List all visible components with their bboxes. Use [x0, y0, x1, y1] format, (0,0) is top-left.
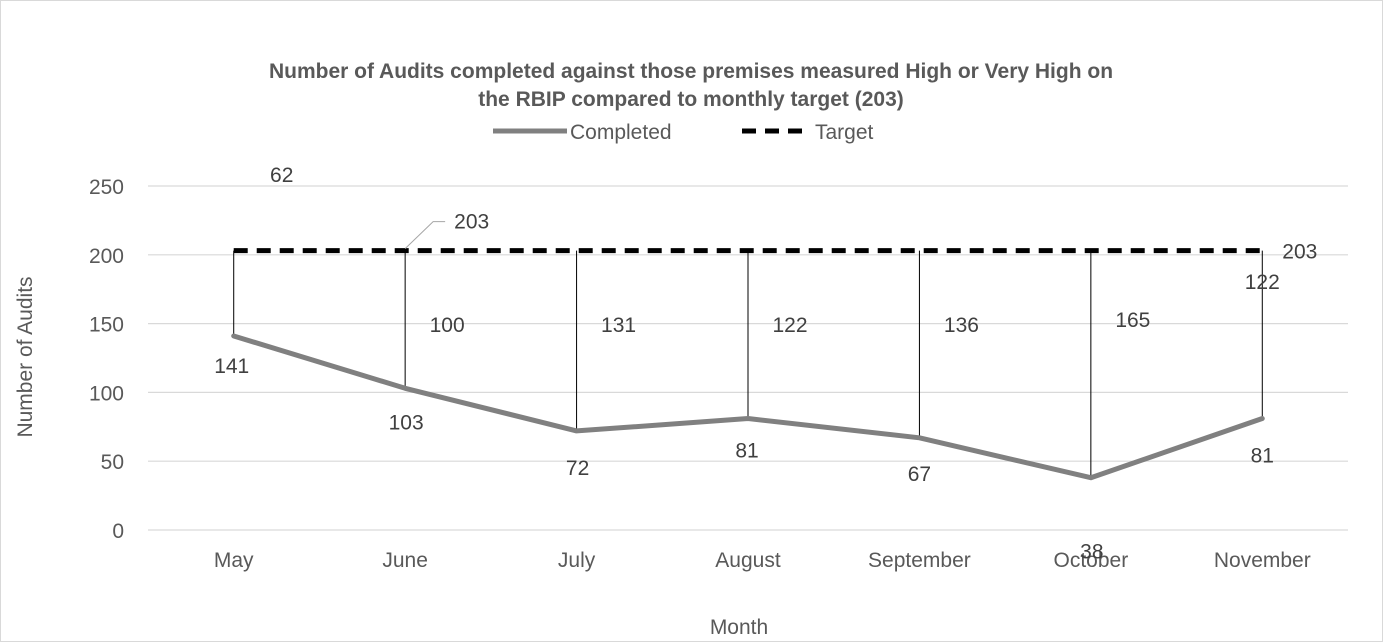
x-tick-label: July	[558, 549, 596, 572]
difference-data-label: 62	[270, 164, 293, 187]
y-tick-label: 250	[89, 176, 124, 199]
legend: Completed Target	[493, 121, 874, 144]
difference-data-label: 136	[944, 314, 979, 337]
chart-title-line-2: the RBIP compared to monthly target (203…	[478, 88, 904, 111]
completed-data-label: 81	[1251, 445, 1274, 468]
x-tick-label: August	[715, 549, 781, 572]
drop-lines	[233, 250, 1263, 478]
target-label-leader-line	[404, 221, 446, 250]
completed-data-label: 81	[735, 440, 758, 463]
y-tick-label: 150	[89, 314, 124, 337]
target-data-label: 203	[454, 211, 489, 234]
x-tick-label: November	[1214, 549, 1311, 572]
legend-completed-label: Completed	[570, 121, 672, 144]
difference-data-label: 100	[430, 314, 465, 337]
completed-data-label: 38	[1080, 541, 1103, 564]
x-tick-label: October	[1054, 549, 1129, 572]
difference-data-label: 131	[601, 314, 636, 337]
x-tick-label: May	[214, 549, 254, 572]
completed-series-line	[231, 333, 1265, 481]
legend-target-label: Target	[815, 121, 874, 144]
completed-data-label: 103	[389, 411, 424, 434]
y-axis-tick-labels: 0 50 100 150 200 250	[89, 176, 124, 543]
x-axis-title: Month	[710, 616, 768, 639]
chart-title-line-1: Number of Audits completed against those…	[269, 60, 1113, 83]
series-lines	[231, 248, 1265, 481]
completed-data-label: 67	[908, 463, 931, 486]
y-tick-label: 100	[89, 382, 124, 405]
x-tick-label: June	[382, 549, 428, 572]
y-tick-label: 0	[112, 520, 124, 543]
difference-data-label: 165	[1115, 309, 1150, 332]
y-axis-title: Number of Audits	[14, 276, 37, 437]
completed-data-label: 141	[214, 355, 249, 378]
y-tick-label: 50	[101, 451, 124, 474]
difference-data-label: 122	[1245, 271, 1280, 294]
completed-data-label: 72	[566, 457, 589, 480]
difference-data-label: 122	[772, 314, 807, 337]
target-data-label: 203	[1282, 241, 1317, 264]
x-tick-label: September	[868, 549, 971, 572]
y-tick-label: 200	[89, 245, 124, 268]
x-axis-tick-labels: May June July August September October Novembe…	[214, 549, 1311, 572]
